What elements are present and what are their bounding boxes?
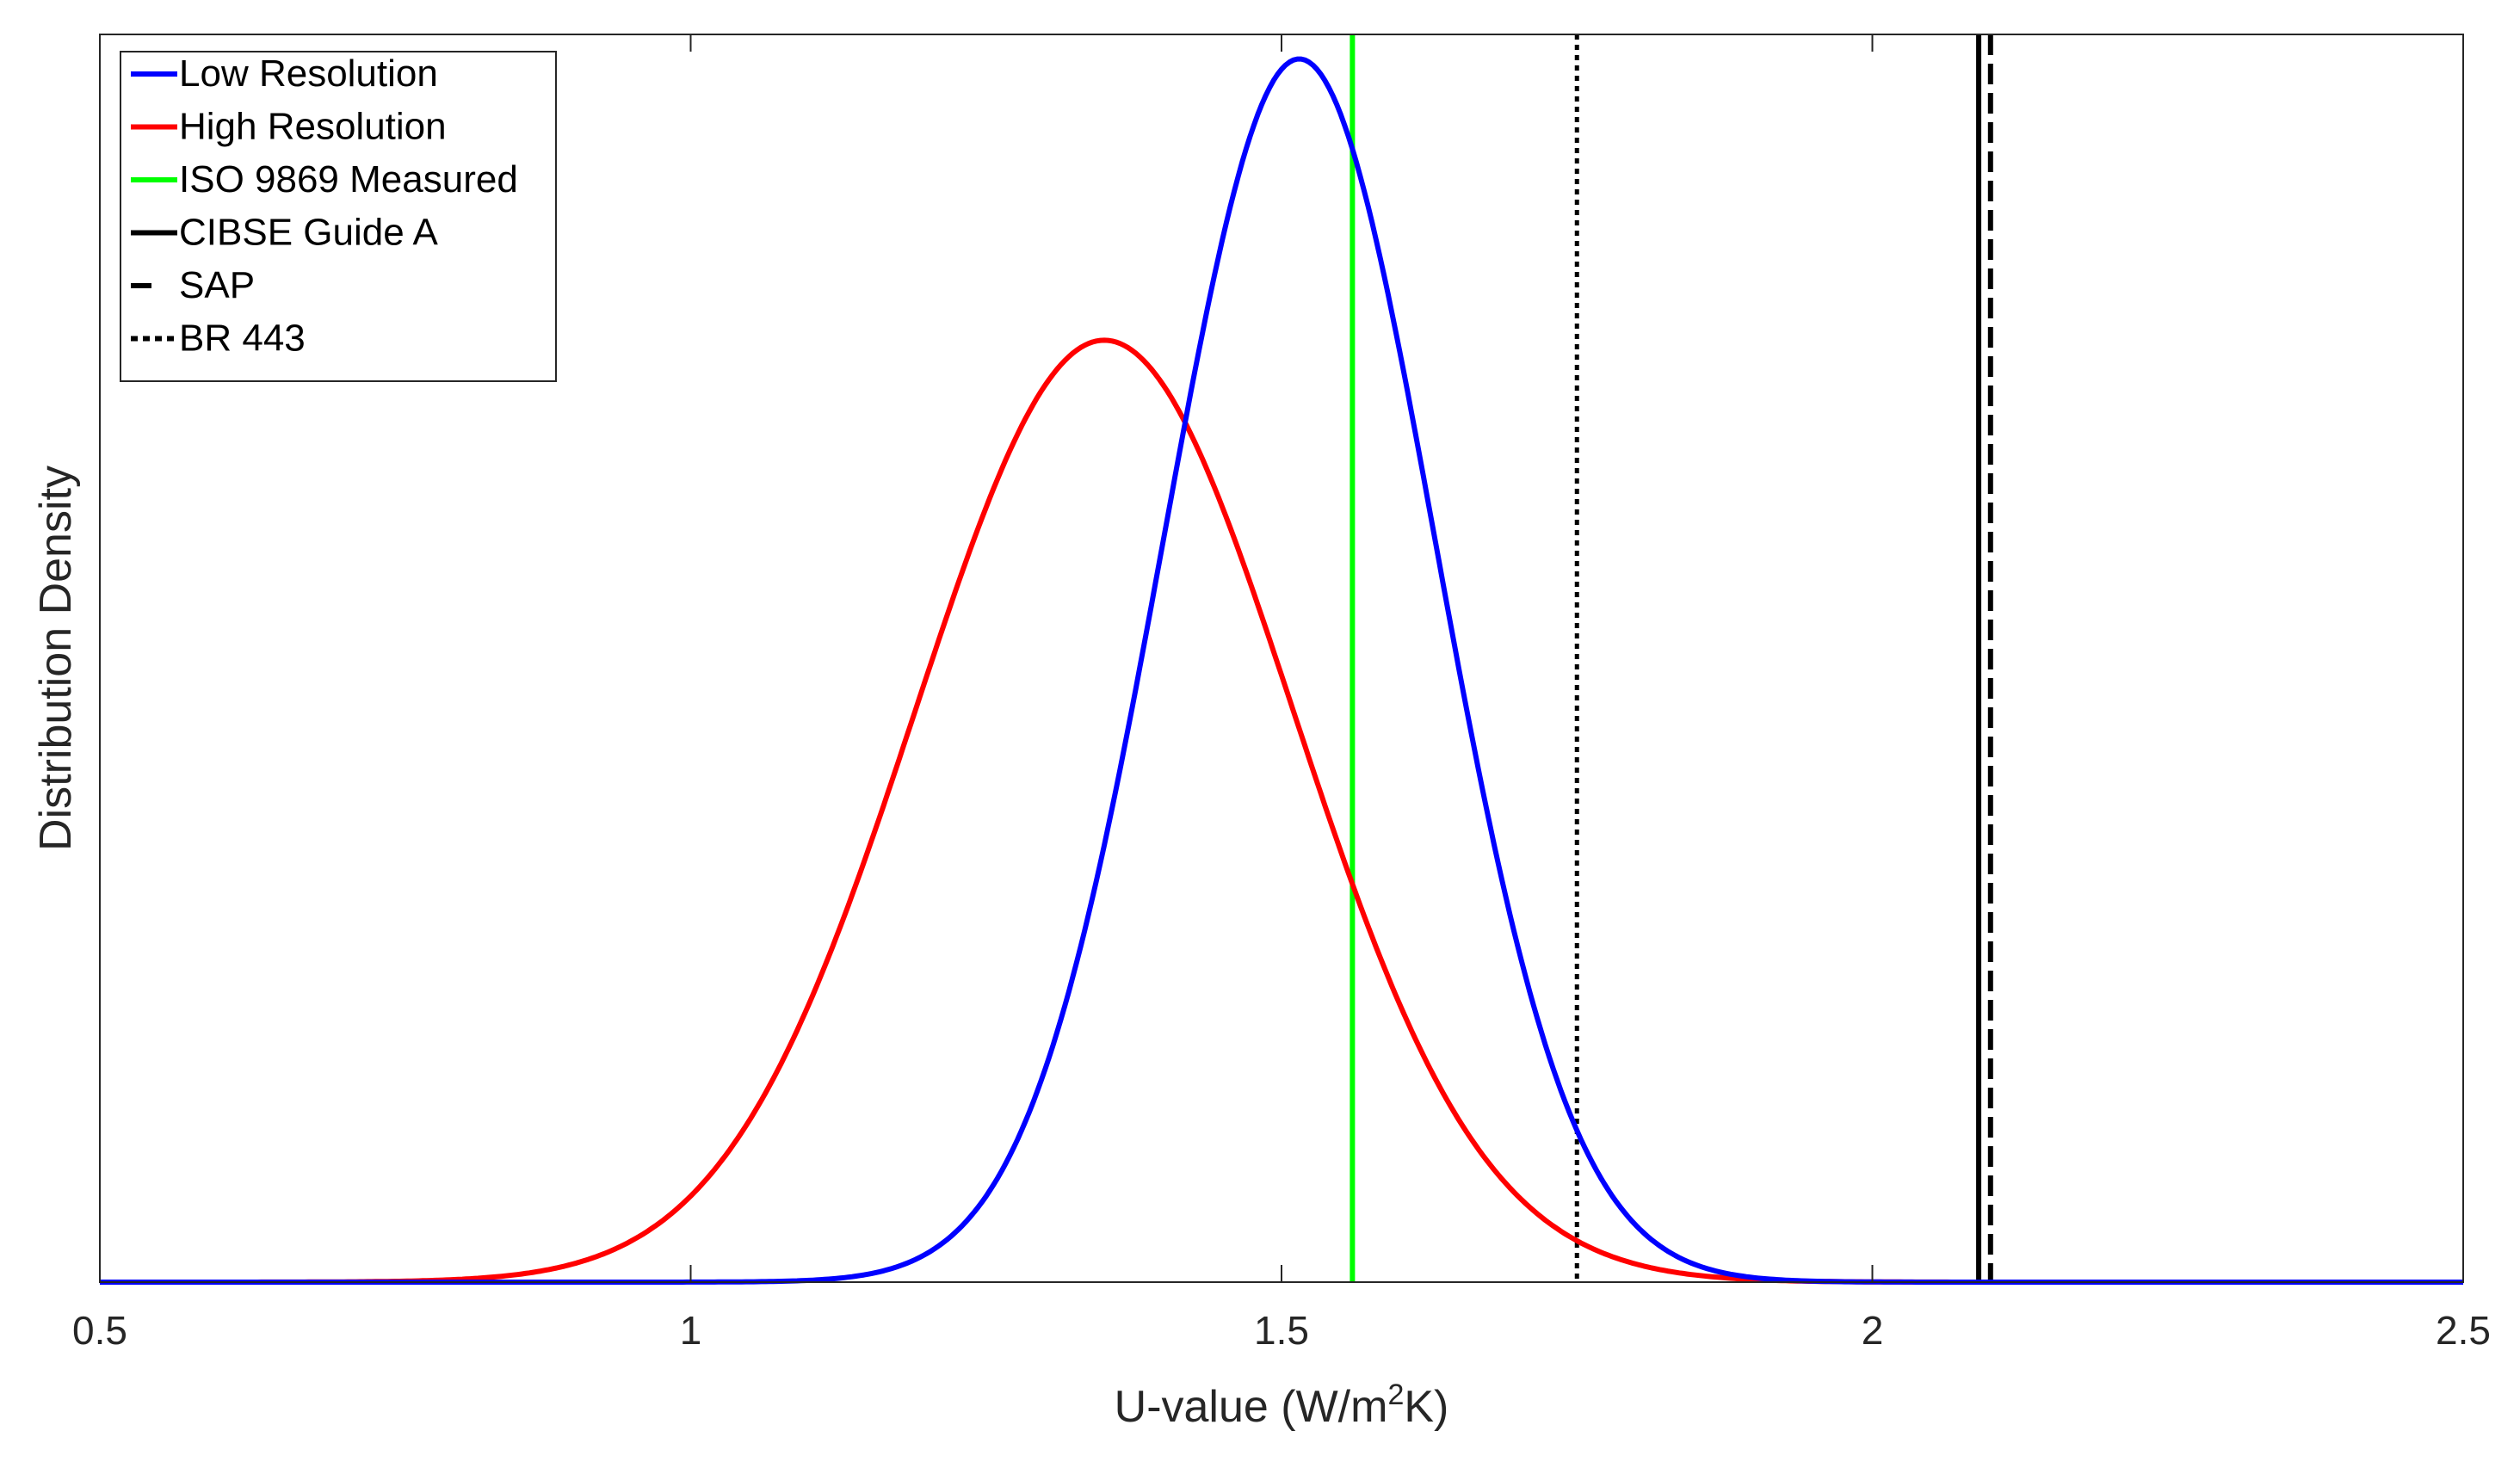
x-tick-label-1: 1 bbox=[680, 1308, 702, 1353]
x-axis-label: U-value (W/m2K) bbox=[1115, 1379, 1449, 1432]
legend-label-1: High Resolution bbox=[179, 106, 447, 148]
legend: Low Resolution High Resolution ISO 9869 Me… bbox=[120, 51, 557, 382]
legend-label-5: BR 443 bbox=[179, 318, 306, 360]
y-axis-label: Distribution Density bbox=[31, 466, 81, 851]
legend-label-4: SAP bbox=[179, 264, 255, 306]
x-ticks: 0.5 1 1.5 2 2.5 bbox=[72, 34, 2491, 1353]
x-axis-label-superscript: 2 bbox=[1387, 1379, 1404, 1411]
legend-label-3: CIBSE Guide A bbox=[179, 212, 438, 254]
x-axis-label-prefix: U-value (W/m bbox=[1115, 1382, 1388, 1432]
x-tick-label-0: 0.5 bbox=[72, 1308, 127, 1353]
legend-label-2: ISO 9869 Measured bbox=[179, 158, 518, 200]
x-tick-label-4: 2.5 bbox=[2436, 1308, 2491, 1353]
x-tick-label-2: 1.5 bbox=[1254, 1308, 1309, 1353]
x-tick-label-3: 2 bbox=[1862, 1308, 1884, 1353]
x-axis-label-suffix: K) bbox=[1404, 1382, 1448, 1432]
legend-box bbox=[120, 51, 557, 382]
legend-label-0: Low Resolution bbox=[179, 52, 438, 95]
